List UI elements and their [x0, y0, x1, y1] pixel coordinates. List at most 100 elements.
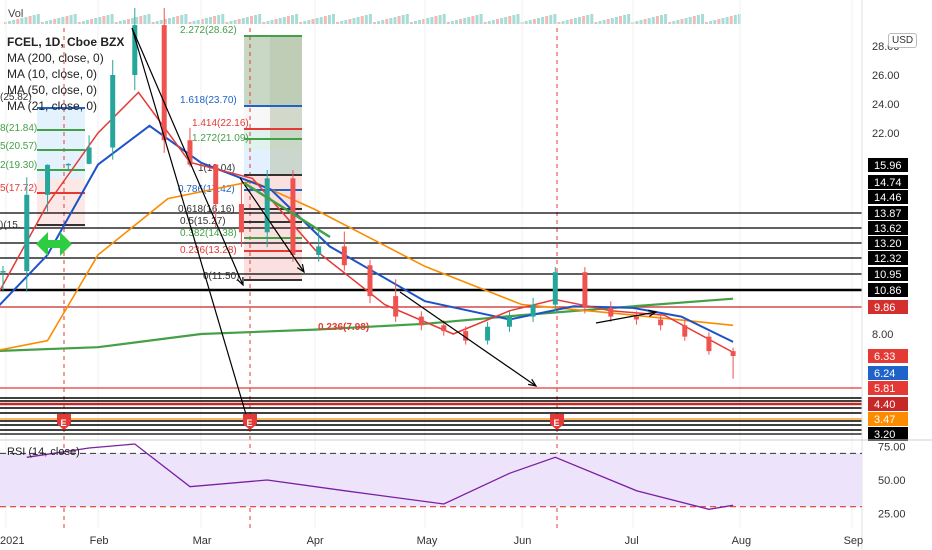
volume-bar — [61, 17, 65, 24]
volume-bar — [672, 21, 676, 24]
currency-button[interactable]: USD — [888, 33, 918, 48]
volume-bar — [81, 21, 85, 24]
volume-bar — [262, 22, 266, 24]
volume-bar — [496, 19, 499, 24]
rsi-band — [0, 453, 862, 507]
volume-bar — [696, 15, 700, 24]
candle-body — [418, 316, 424, 326]
candle-body — [132, 25, 138, 75]
rsi-axis-tick: 25.00 — [878, 508, 906, 520]
indicator-ma21[interactable]: MA (21, close, 0) — [7, 99, 98, 113]
price-tag — [868, 397, 908, 411]
rsi-line — [26, 443, 734, 510]
candle-body — [24, 194, 30, 272]
price-tag-label: 13.20 — [874, 238, 902, 250]
volume-bar — [377, 21, 381, 24]
price-tag — [868, 300, 908, 314]
volume-bar — [122, 20, 126, 24]
fib-label: 0.5(15.27) — [180, 216, 226, 227]
volume-bar — [717, 19, 721, 24]
fib-label: 0.236(13.28) — [180, 245, 237, 256]
fib-label: (25.82) — [0, 92, 32, 103]
volume-bar — [688, 17, 692, 24]
volume-bar — [332, 14, 335, 24]
volume-label: Vol — [8, 8, 24, 20]
volume-bar — [94, 18, 98, 24]
price-axis-tick: 8.00 — [872, 329, 893, 341]
rsi-axis-tick: 75.00 — [878, 442, 906, 454]
volume-bar — [291, 15, 294, 24]
volume-bar — [565, 20, 569, 24]
candle-body — [608, 307, 614, 317]
volume-bar — [578, 17, 581, 24]
fib-label: )(15. — [0, 220, 21, 231]
volume-bar — [118, 21, 122, 24]
volume-bar — [131, 18, 135, 24]
volume-bar — [733, 15, 737, 24]
volume-bar — [655, 16, 659, 24]
volume-bar — [397, 16, 401, 24]
volume-bar — [241, 18, 245, 24]
candle-body — [506, 316, 512, 327]
volume-bar — [135, 17, 139, 24]
volume-bar — [385, 19, 389, 24]
volume-bar — [627, 14, 631, 24]
volume-bar — [381, 20, 385, 24]
volume-bar — [53, 19, 57, 24]
volume-bar — [323, 16, 327, 24]
candle-body — [367, 265, 373, 297]
volume-bar — [479, 14, 483, 24]
volume-bar — [537, 18, 540, 24]
volume-bar — [438, 15, 442, 24]
candle-body — [316, 246, 322, 255]
candle-body — [264, 178, 270, 233]
volume-bar — [192, 21, 196, 24]
volume-bar — [102, 16, 106, 24]
arrow-head — [236, 276, 244, 287]
price-tag-label: 5.81 — [874, 383, 895, 395]
volume-bar — [299, 22, 303, 24]
volume-bar — [172, 17, 176, 24]
volume-bar — [213, 16, 217, 24]
volume-bar — [127, 19, 130, 24]
volume-bar — [282, 17, 286, 24]
earnings-marker-label: E — [247, 418, 253, 428]
volume-bar — [701, 14, 704, 24]
volume-bar — [327, 15, 331, 24]
volume-bar — [28, 16, 32, 24]
ma10-line — [0, 91, 734, 354]
price-tag — [868, 267, 908, 281]
volume-bar — [459, 19, 463, 24]
volume-bar — [532, 19, 536, 24]
annotation-label: 0.236(7.98) — [318, 322, 369, 333]
indicator-ma10[interactable]: MA (10, close, 0) — [7, 67, 98, 81]
volume-bar — [647, 18, 651, 24]
volume-bar — [163, 19, 167, 24]
volume-bar — [463, 18, 467, 24]
volume-bar — [541, 17, 545, 24]
price-tag-label: 15.96 — [874, 160, 902, 172]
indicator-ma200[interactable]: MA (200, close, 0) — [7, 51, 104, 65]
volume-bar — [159, 20, 163, 24]
volume-bar — [549, 15, 553, 24]
volume-bar — [483, 22, 487, 24]
rsi-label[interactable]: RSI (14, close) — [7, 446, 80, 458]
price-tag-label: 3.47 — [874, 414, 895, 426]
volume-bar — [389, 18, 393, 24]
fib-label: 5(17.72) — [0, 183, 37, 194]
volume-bar — [713, 20, 717, 24]
volume-bar — [737, 14, 741, 24]
volume-bar — [274, 19, 278, 24]
volume-bar — [270, 20, 274, 24]
volume-bar — [606, 19, 610, 24]
chart-legend: FCEL, 1D, Cboe BZX MA (200, close, 0) MA… — [7, 34, 124, 114]
indicator-ma50[interactable]: MA (50, close, 0) — [7, 83, 98, 97]
volume-bar — [352, 18, 356, 24]
volume-bar — [500, 18, 504, 24]
volume-bar — [348, 19, 352, 24]
price-tag — [868, 236, 908, 250]
volume-bar — [504, 17, 508, 24]
volume-bar — [401, 15, 405, 24]
